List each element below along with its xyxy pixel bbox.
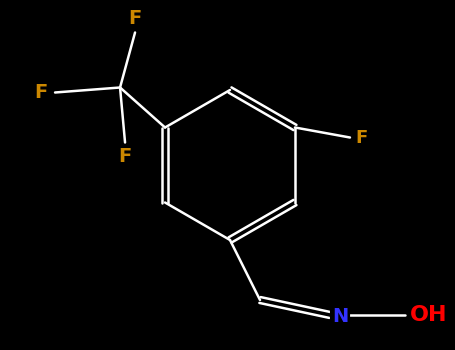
- Text: F: F: [128, 9, 142, 28]
- Text: F: F: [118, 147, 131, 166]
- Text: F: F: [35, 83, 48, 102]
- Text: N: N: [332, 308, 348, 327]
- Text: OH: OH: [410, 305, 448, 325]
- Text: F: F: [356, 128, 368, 147]
